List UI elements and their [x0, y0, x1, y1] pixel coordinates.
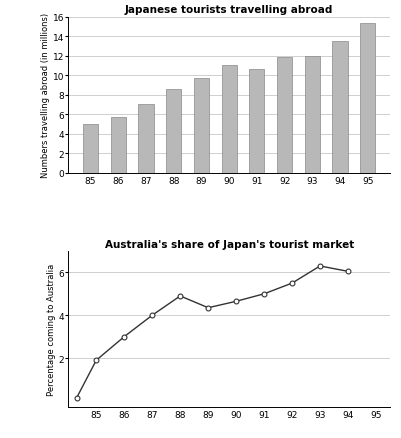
- Bar: [138, 105, 153, 173]
- Bar: [221, 66, 236, 173]
- Bar: [332, 42, 347, 173]
- Bar: [110, 118, 126, 173]
- Bar: [83, 125, 98, 173]
- Bar: [249, 70, 264, 173]
- Title: Australia's share of Japan's tourist market: Australia's share of Japan's tourist mar…: [104, 239, 353, 249]
- Y-axis label: Percentage coming to Australia: Percentage coming to Australia: [47, 263, 55, 396]
- Bar: [276, 57, 292, 173]
- Bar: [359, 25, 375, 173]
- Bar: [166, 90, 181, 173]
- Bar: [304, 57, 319, 173]
- Bar: [193, 79, 209, 173]
- Title: Japanese tourists travelling abroad: Japanese tourists travelling abroad: [125, 5, 332, 15]
- Y-axis label: Numbers travelling abroad (in millions): Numbers travelling abroad (in millions): [41, 13, 50, 178]
